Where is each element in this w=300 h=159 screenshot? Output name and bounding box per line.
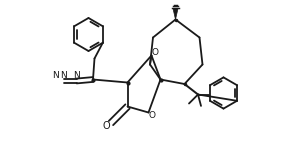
Text: N: N <box>52 70 59 80</box>
Polygon shape <box>173 9 178 20</box>
Text: N: N <box>61 70 67 80</box>
Text: O: O <box>103 121 110 131</box>
Text: O: O <box>148 111 156 120</box>
Text: N: N <box>73 70 80 80</box>
Text: O: O <box>151 48 158 57</box>
